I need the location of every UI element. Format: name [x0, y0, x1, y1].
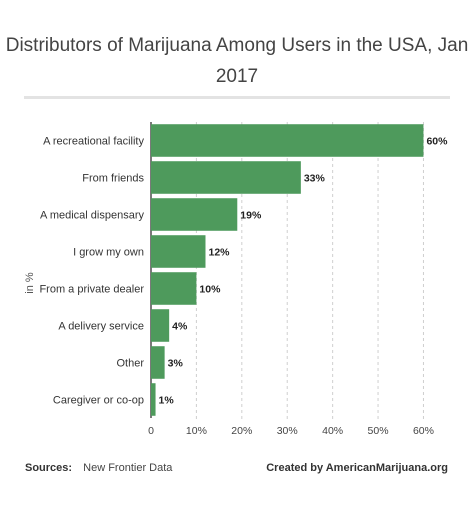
x-tick-label: 50% — [368, 425, 389, 437]
x-tick-label: 40% — [322, 425, 343, 437]
value-label: 19% — [240, 210, 262, 222]
category-label: Caregiver or co-op — [53, 395, 144, 407]
value-label: 10% — [199, 284, 221, 296]
category-label: A delivery service — [58, 321, 144, 333]
bars — [151, 124, 424, 416]
x-axis-ticks: 0 10% 20% 30% 40% 50% 60% — [148, 425, 434, 437]
value-label: 4% — [172, 321, 188, 333]
value-label: 60% — [426, 136, 448, 148]
category-label: From friends — [82, 173, 144, 185]
x-tick-label: 60% — [413, 425, 434, 437]
credit-note: Created by AmericanMarijuana.org — [266, 462, 448, 474]
category-label: From a private dealer — [39, 284, 144, 296]
x-tick-label: 20% — [231, 425, 252, 437]
bar — [151, 161, 301, 194]
bar — [151, 124, 424, 157]
category-label: I grow my own — [73, 247, 144, 259]
category-label: Other — [116, 358, 144, 370]
bar — [151, 383, 156, 416]
value-label: 12% — [208, 247, 230, 259]
value-label: 3% — [168, 358, 184, 370]
bar — [151, 198, 238, 231]
bar — [151, 346, 165, 379]
title-divider — [24, 96, 450, 99]
value-label: 33% — [304, 173, 326, 185]
sources-value: New Frontier Data — [83, 462, 173, 474]
sources-label: Sources: — [25, 462, 73, 474]
x-tick-label: 30% — [277, 425, 298, 437]
x-tick-label: 0 — [148, 425, 154, 437]
x-tick-label: 10% — [186, 425, 207, 437]
category-labels: A recreational facility From friends A med… — [39, 136, 144, 407]
chart-title: Distributors of Marijuana Among Users in… — [5, 35, 469, 87]
bar — [151, 235, 206, 268]
sources-note: Sources: New Frontier Data — [25, 462, 172, 474]
category-label: A medical dispensary — [40, 210, 144, 222]
value-label: 1% — [159, 395, 175, 407]
bar — [151, 272, 197, 305]
y-axis-label: in % — [24, 272, 36, 294]
value-labels: 60% 33% 19% 12% 10% 4% 3% 1% — [159, 136, 449, 407]
category-label: A recreational facility — [43, 136, 144, 148]
bar — [151, 309, 170, 342]
